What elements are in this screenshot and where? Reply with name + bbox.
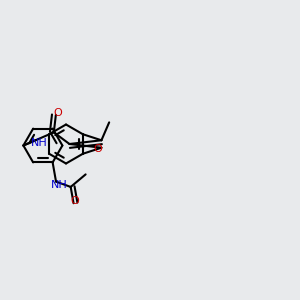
Text: O: O (71, 196, 80, 206)
Text: O: O (53, 107, 62, 118)
Text: O: O (94, 144, 102, 154)
Text: NH: NH (31, 138, 47, 148)
Text: NH: NH (51, 180, 68, 190)
